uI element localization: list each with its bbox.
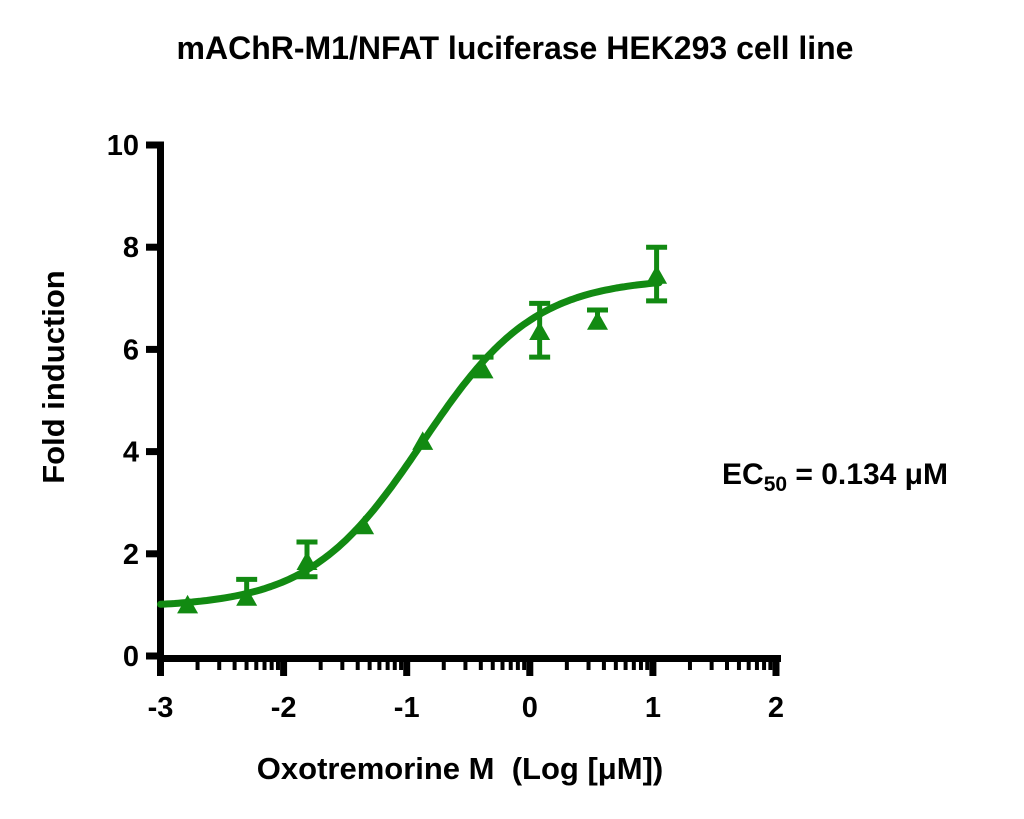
ec50-subscript: 50 [763,473,788,496]
ec50-annotation: EC50 = 0.134 μM [722,458,948,496]
x-tick-label: -2 [271,692,297,724]
data-point-marker [412,431,434,450]
data-point-marker [529,321,551,341]
x-tick-label: 1 [645,692,661,724]
data-point-marker [296,551,318,570]
x-tick-label: 0 [522,692,538,724]
fit-curve [157,279,663,608]
x-tick-label: -3 [148,692,174,724]
chart-title: mAChR-M1/NFAT luciferase HEK293 cell lin… [176,30,854,66]
y-tick-label: 10 [107,130,139,162]
y-tick-label: 4 [123,437,139,469]
data-point-marker [646,265,668,284]
y-tick-label: 2 [123,539,139,571]
data-point-marker [177,594,199,614]
data-point-marker [236,587,258,606]
x-tick-label: 2 [768,692,784,724]
y-tick-label: 6 [123,334,139,366]
data-point-marker [587,311,609,330]
data-point-marker [353,515,375,535]
ec50-prefix: EC [722,458,764,491]
x-tick-label: -1 [394,692,420,724]
y-axis-label: Fold induction [36,270,71,484]
y-tick-label: 0 [123,641,139,673]
data-point-marker [472,359,494,379]
y-tick-label: 8 [123,232,139,264]
ec50-value: = 0.134 μM [787,458,948,491]
x-axis-label: Oxotremorine M (Log [μM]) [256,751,664,786]
